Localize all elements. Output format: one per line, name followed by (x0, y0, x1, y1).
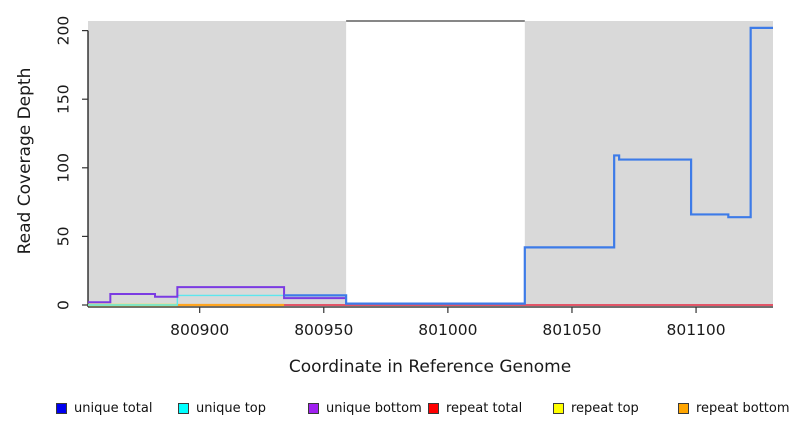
x-tick-label: 801100 (666, 321, 725, 339)
legend-item-unique-bottom: unique bottom (308, 397, 422, 419)
y-tick-label: 200 (54, 16, 72, 46)
legend-label: repeat total (446, 400, 523, 416)
series-layer (88, 26, 773, 307)
y-tick-label: 50 (54, 227, 72, 247)
legend-label: unique top (196, 400, 267, 416)
legend-item-repeat-bottom: repeat bottom (678, 397, 790, 419)
legend-label: unique bottom (326, 400, 422, 416)
y-axis-label: Read Coverage Depth (15, 68, 35, 255)
legend-swatch-repeat-total (428, 402, 439, 414)
legend-item-repeat-total: repeat total (428, 397, 522, 419)
legend-swatch-unique-top (178, 402, 189, 414)
x-tick-label: 800900 (170, 321, 229, 339)
legend-swatch-unique-bottom (308, 402, 319, 414)
x-tick-label: 800950 (294, 321, 353, 339)
series-line-unique-total (284, 26, 773, 305)
covered-regions-layer (88, 20, 773, 306)
legend-item-unique-total: unique total (56, 397, 152, 419)
covered-region-left (88, 21, 347, 306)
legend-label: unique total (74, 400, 153, 416)
x-tick-label: 801000 (418, 321, 477, 339)
legend-item-repeat-top: repeat top (553, 397, 639, 419)
legend: unique total unique top unique bottom repea… (0, 397, 792, 421)
legend-swatch-repeat-bottom (678, 402, 689, 414)
legend-label: repeat top (571, 400, 639, 416)
legend-swatch-unique-total (56, 402, 67, 414)
legend-swatch-repeat-top (553, 402, 564, 414)
axes-layer: 0 50 100 150 200 800900 800950 801000 801050 8011… (54, 16, 773, 339)
legend-label: repeat bottom (696, 400, 790, 416)
covered-region-right (524, 21, 773, 306)
x-tick-label: 801050 (542, 321, 601, 339)
y-tick-label: 100 (54, 153, 72, 183)
y-tick-label: 0 (54, 300, 72, 310)
series-line-unique-bottom (88, 286, 347, 304)
series-line-unique-top (88, 294, 347, 306)
y-tick-label: 150 (54, 84, 72, 114)
legend-item-unique-top: unique top (178, 397, 266, 419)
x-axis-label: Coordinate in Reference Genome (289, 357, 571, 377)
